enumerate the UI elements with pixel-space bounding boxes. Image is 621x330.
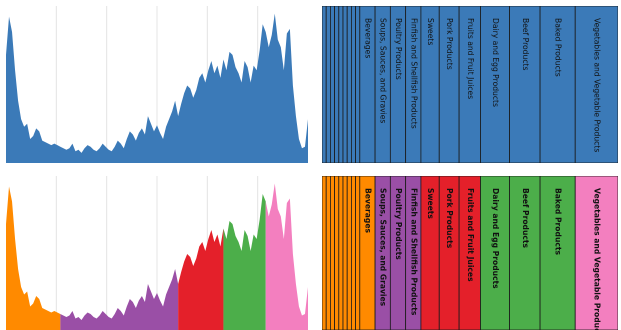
bar-label: Fruits and Fruit Juices: [466, 188, 475, 282]
bar-label: Finfish and Shellfish Products: [409, 188, 418, 316]
bar-strip: [539, 176, 576, 330]
bar-strip: [574, 176, 618, 330]
area-segment: [6, 13, 308, 163]
bar-strip-unlabelled: [329, 176, 335, 330]
bar-strip-unlabelled: [350, 6, 356, 163]
bar-strip-unlabelled: [346, 176, 352, 330]
bar-label: Finfish and Shellfish Products: [409, 18, 418, 129]
area-segment: [265, 183, 308, 330]
bar-strip-unlabelled: [329, 6, 335, 163]
area-segment: [60, 269, 179, 330]
bar-label: Baked Products: [554, 188, 563, 255]
bar-strip-unlabelled: [325, 6, 331, 163]
area-chart-multi-color: [6, 176, 308, 330]
area-segment: [178, 228, 224, 330]
bar-label: Beverages: [363, 188, 372, 233]
bar-label: Poultry Products: [394, 18, 403, 80]
bar-label: Sweets: [426, 18, 435, 45]
area-chart-single-color: [6, 6, 308, 163]
bar-label: Vegetables and Vegetable Products: [593, 18, 602, 152]
bar-label: Pork Products: [445, 18, 454, 70]
bar-strip: [574, 6, 618, 163]
bar-strip-unlabelled: [346, 6, 352, 163]
bar-strip: [480, 6, 510, 163]
bar-label: Beef Products: [521, 188, 530, 249]
bar-strip-unlabelled: [334, 176, 340, 330]
bar-label: Soups, Sauces, and Gravies: [379, 188, 388, 307]
bar-label: Soups, Sauces, and Gravies: [379, 18, 388, 123]
bar-label: Dairy and Egg Products: [491, 188, 500, 289]
bar-strip-unlabelled: [322, 6, 327, 163]
bar-strip-unlabelled: [338, 6, 344, 163]
area-segment: [6, 186, 61, 330]
bar-label: Fruits and Fruit Juices: [466, 18, 475, 99]
bar-chart-single-color: Beverages Soups, Sauces, and Gravies Poult…: [322, 6, 618, 163]
bar-label: Beverages: [363, 18, 372, 58]
bar-strip-unlabelled: [334, 6, 340, 163]
bar-chart-multi-color: Beverages Soups, Sauces, and Gravies Poult…: [322, 176, 618, 330]
bar-label: Vegetables and Vegetable Products: [593, 188, 602, 330]
bar-strip-unlabelled: [355, 6, 361, 163]
area-segment: [223, 194, 266, 330]
bar-label: Beef Products: [521, 18, 530, 70]
bar-label: Sweets: [426, 188, 435, 219]
bar-strip-unlabelled: [350, 176, 356, 330]
bar-strip-unlabelled: [325, 176, 331, 330]
bar-strip-unlabelled: [342, 176, 348, 330]
bar-strip-unlabelled: [322, 176, 327, 330]
bar-label: Pork Products: [445, 188, 454, 249]
bar-label: Baked Products: [554, 18, 563, 77]
bar-strip-unlabelled: [342, 6, 348, 163]
bar-label: Poultry Products: [394, 188, 403, 260]
bar-label: Dairy and Egg Products: [491, 18, 500, 107]
bar-strip-unlabelled: [355, 176, 361, 330]
bar-strip-unlabelled: [338, 176, 344, 330]
